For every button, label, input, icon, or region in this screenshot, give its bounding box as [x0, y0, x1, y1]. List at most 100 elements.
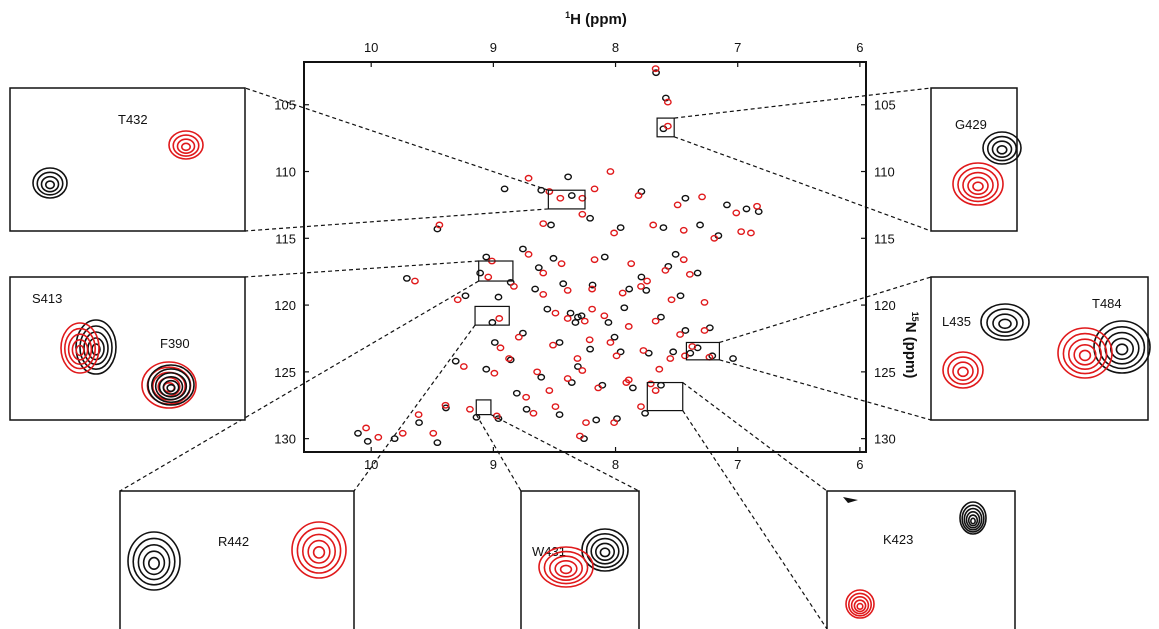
peak-red: [549, 341, 557, 349]
peak-black: [610, 333, 619, 341]
peak-red: [429, 429, 438, 437]
inset-g429-peak-red-ring: [967, 176, 989, 196]
inset-t432-peak-black-ring: [32, 167, 68, 199]
peak-red: [655, 365, 664, 373]
peak-red: [588, 285, 597, 293]
inset-w431-peak-red: [538, 546, 594, 588]
leader-line-8: [719, 359, 932, 421]
peak-red: [590, 256, 599, 264]
leader-line-2: [674, 87, 932, 119]
leader-line-5: [119, 280, 480, 492]
leader-line-12: [682, 410, 828, 629]
inset-l435-peak-black-ring: [980, 303, 1030, 341]
inset-r442-peak-red-ring: [291, 521, 347, 579]
x-tick-label-bottom: 10: [364, 457, 378, 472]
inset-r442-peak-red-ring: [301, 533, 336, 569]
highlight-box-t432: [547, 189, 586, 210]
peak-black: [641, 409, 649, 417]
peak-red: [563, 375, 572, 382]
peak-red: [539, 290, 548, 298]
peak-black: [567, 379, 576, 386]
inset-l435-peak-red-ring: [947, 356, 979, 385]
peak-red: [667, 296, 676, 304]
inset-g429-peak-red-ring: [962, 171, 994, 199]
inset-f390-peak-red-ring: [141, 361, 197, 409]
inset-t432-peak-black: [32, 167, 68, 199]
inset-r442-peak-red-ring: [312, 546, 326, 559]
inset-k423-shoulder-mark: [843, 497, 858, 503]
peak-red: [612, 352, 621, 360]
peak-black: [488, 319, 497, 326]
inset-f390-peak-black-ring: [158, 375, 184, 398]
peak-black: [564, 173, 573, 181]
peak-red: [533, 368, 542, 376]
inset-r442-peak-black-ring: [127, 531, 181, 591]
inset-s413-peak-red-ring: [71, 338, 89, 361]
leader-line-6: [353, 324, 476, 492]
inset-t484-peak-red: [1057, 327, 1113, 379]
peak-black: [604, 319, 613, 326]
peak-black: [657, 313, 665, 321]
y-tick-label-left: 130: [274, 432, 296, 447]
inset-t432-peak-red-ring: [172, 134, 200, 157]
leader-line-0: [244, 87, 549, 191]
peak-black: [567, 192, 576, 199]
inset-g429-peak-black: [982, 131, 1022, 165]
peak-red: [618, 289, 627, 297]
peak-black: [354, 429, 362, 437]
peak-black: [577, 312, 586, 320]
inset-t432-frame: [9, 87, 246, 232]
peak-black: [681, 327, 690, 334]
leader-line-9: [475, 414, 522, 492]
peak-black: [534, 264, 543, 272]
peak-red: [578, 210, 587, 218]
inset-t432-peak-red-ring: [180, 142, 192, 152]
inset-s413-frame: [9, 276, 246, 421]
peak-red: [374, 433, 383, 441]
peak-black: [696, 221, 704, 229]
x-tick-label-bottom: 8: [612, 457, 619, 472]
inset-k423-peak-black-ring: [967, 514, 979, 527]
inset-s413-f390: S413 F390: [9, 276, 246, 421]
peak-red: [649, 221, 658, 229]
peak-red: [673, 201, 682, 209]
peak-red: [710, 234, 719, 242]
plot-frame: [303, 61, 867, 453]
inset-k423-peak-red-ring: [845, 589, 875, 619]
inset-k423-peak-red-ring: [847, 592, 872, 617]
inset-t484-peak-red-ring: [1057, 327, 1113, 379]
peak-black: [616, 348, 625, 356]
peak-black: [729, 355, 737, 362]
peak-red: [411, 277, 419, 285]
peak-black: [566, 309, 575, 317]
peak-red: [585, 336, 594, 344]
peak-red: [495, 315, 504, 322]
peak-black: [625, 285, 634, 293]
peak-red: [651, 387, 660, 394]
inset-w431-peak-red-ring: [548, 555, 583, 582]
peak-black: [433, 439, 442, 447]
peak-black: [642, 286, 651, 294]
peak-red: [522, 393, 531, 401]
peak-red: [698, 193, 706, 201]
inset-r442-peak-black: [127, 531, 181, 591]
inset-f390-peak-black-ring: [162, 379, 180, 395]
peak-red: [510, 282, 518, 290]
peak-black: [676, 292, 685, 300]
peak-red: [676, 331, 684, 338]
inset-r442-frame: [119, 490, 355, 629]
peak-black: [512, 389, 521, 397]
peak-red: [398, 429, 407, 437]
inset-g429-peak-red-ring: [972, 181, 984, 192]
inset-w431: W431: [520, 490, 640, 629]
inset-f390-peak-black-ring: [154, 372, 188, 401]
peak-black: [659, 224, 668, 232]
inset-k423-peak-black-ring: [965, 510, 981, 529]
x-tick-label-bottom: 7: [734, 457, 741, 472]
inset-r442-label: R442: [218, 534, 249, 549]
x-tick-label-top: 9: [490, 40, 497, 55]
x-axis-title-sup: 1: [565, 10, 570, 20]
inset-g429-peak-black-ring: [996, 145, 1008, 155]
inset-s413-peak-red-ring: [64, 327, 97, 370]
peak-red: [663, 98, 672, 106]
